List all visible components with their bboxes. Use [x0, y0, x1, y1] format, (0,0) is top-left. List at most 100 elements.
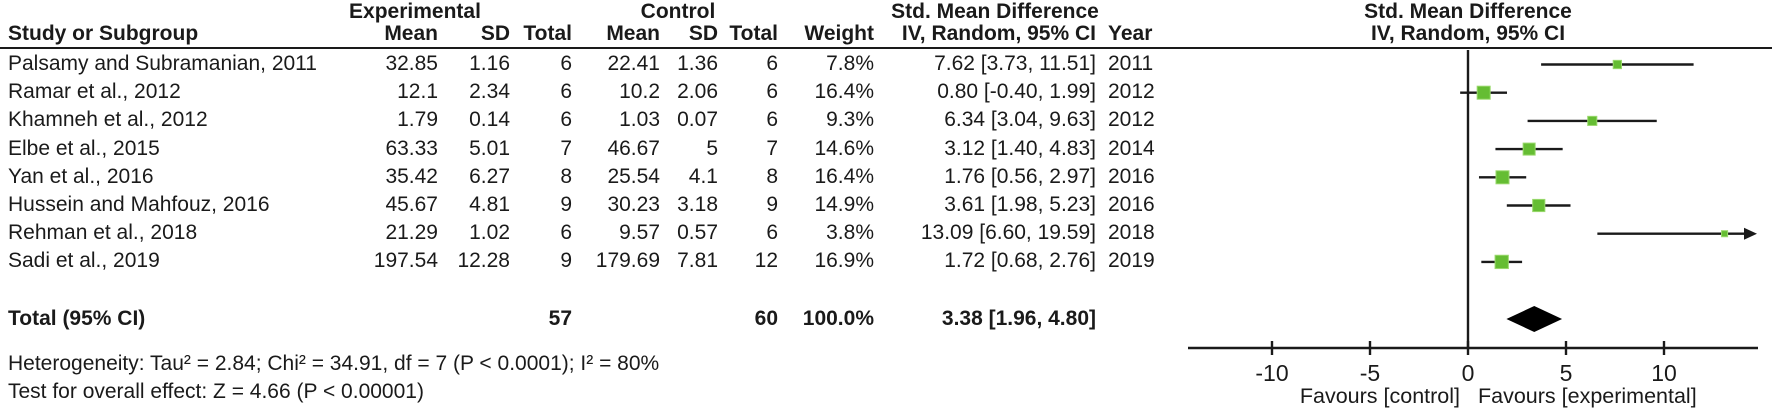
ci-arrow — [1744, 227, 1757, 240]
cell-year: 2019 — [1108, 249, 1155, 273]
cell-ci: 6.34 [3.04, 9.63] — [944, 108, 1096, 132]
cell-study: Palsamy and Subramanian, 2011 — [8, 52, 317, 75]
table-body: Palsamy and Subramanian, 2011 32.85 1.16 6 2… — [0, 50, 1158, 276]
cell-e_total: 8 — [560, 164, 572, 188]
cell-year: 2016 — [1108, 164, 1155, 188]
weight-square — [1612, 59, 1622, 70]
weight-square — [1522, 142, 1536, 156]
cell-e_sd: 1.02 — [469, 221, 510, 245]
cell-c_total: 6 — [766, 52, 778, 75]
axis-tick-label: -5 — [1360, 360, 1380, 386]
cell-e_mean: 32.85 — [385, 52, 438, 75]
weight-square — [1532, 198, 1546, 213]
control-group-header: Control — [640, 0, 716, 23]
heterogeneity-text: Heterogeneity: Tau² = 2.84; Chi² = 34.91… — [8, 352, 660, 375]
cell-ci: 7.62 [3.73, 11.51] — [934, 52, 1096, 75]
cell-e_total: 6 — [560, 221, 572, 245]
cell-c_sd: 3.18 — [677, 192, 718, 216]
cell-e_sd: 2.34 — [469, 80, 510, 104]
cell-c_sd: 5 — [706, 136, 718, 160]
col-ci: IV, Random, 95% CI — [901, 22, 1096, 45]
favours-experimental-label: Favours [experimental] — [1478, 384, 1697, 408]
cell-e_total: 9 — [560, 249, 572, 273]
cell-c_mean: 9.57 — [619, 221, 660, 245]
weight-square — [1476, 85, 1491, 100]
col-weight: Weight — [804, 22, 874, 45]
cell-study: Ramar et al., 2012 — [8, 80, 181, 104]
cell-c_sd: 4.1 — [688, 164, 718, 188]
cell-year: 2014 — [1108, 136, 1155, 160]
cell-study: Khamneh et al., 2012 — [8, 108, 208, 132]
cell-ci: 3.61 [1.98, 5.23] — [944, 192, 1096, 216]
axis-tick-label: -10 — [1255, 360, 1288, 386]
cell-c_mean: 179.69 — [595, 249, 660, 273]
weight-square — [1495, 170, 1510, 185]
cell-year: 2012 — [1108, 80, 1155, 104]
cell-year: 2018 — [1108, 221, 1155, 245]
smd-table-header: Std. Mean Difference — [891, 0, 1099, 23]
overall-effect-text: Test for overall effect: Z = 4.66 (P < 0… — [8, 380, 424, 403]
cell-c_sd: 1.36 — [677, 52, 718, 75]
table-row: Rehman et al., 2018 21.29 1.02 6 9.57 0.57 6 3.… — [0, 219, 1158, 247]
table-row: Hussein and Mahfouz, 2016 45.67 4.81 9 30.23… — [0, 191, 1158, 219]
smd-plot-header: Std. Mean Difference — [1364, 0, 1572, 23]
cell-c_sd: 0.07 — [677, 108, 718, 132]
experimental-group-header: Experimental — [349, 0, 481, 23]
col-year: Year — [1108, 22, 1153, 45]
col-ctl-total: Total — [729, 22, 778, 45]
cell-c_mean: 22.41 — [607, 52, 660, 75]
cell-e_mean: 12.1 — [397, 80, 438, 104]
cell-ci: 1.76 [0.56, 2.97] — [944, 164, 1096, 188]
cell-e_sd: 6.27 — [469, 164, 510, 188]
cell-e_sd: 12.28 — [457, 249, 510, 273]
cell-c_mean: 30.23 — [607, 192, 660, 216]
column-header-row: Study or Subgroup Mean SD Total Mean SD … — [0, 21, 1158, 47]
cell-e_mean: 63.33 — [385, 136, 438, 160]
cell-year: 2011 — [1108, 52, 1154, 75]
cell-ci: 13.09 [6.60, 19.59] — [920, 221, 1096, 245]
cell-c_sd: 0.57 — [677, 221, 718, 245]
cell-e_total: 9 — [560, 192, 572, 216]
col-ctl-sd: SD — [688, 22, 718, 45]
cell-weight: 16.9% — [814, 249, 874, 273]
cell-ci: 3.12 [1.40, 4.83] — [944, 136, 1096, 160]
cell-c_total: 8 — [766, 164, 778, 188]
table-row: Khamneh et al., 2012 1.79 0.14 6 1.03 0.07 6 9.… — [0, 106, 1158, 134]
col-study: Study or Subgroup — [8, 22, 199, 45]
cell-c_total: 9 — [766, 192, 778, 216]
table-row: Ramar et al., 2012 12.1 2.34 6 10.2 2.06 6 16.4… — [0, 78, 1158, 106]
cell-study: Elbe et al., 2015 — [8, 136, 160, 160]
cell-weight: 16.4% — [814, 164, 874, 188]
cell-e_total: 6 — [560, 52, 572, 75]
cell-c_sd: 2.06 — [677, 80, 718, 104]
axis-tick-label: 10 — [1651, 360, 1677, 386]
cell-e_sd: 1.16 — [469, 52, 510, 75]
cell-ci: 1.72 [0.68, 2.76] — [944, 249, 1096, 273]
table-row: Elbe et al., 2015 63.33 5.01 7 46.67 5 7 14.6% 3… — [0, 135, 1158, 163]
cell-weight: 14.6% — [814, 136, 874, 160]
cell-c_mean: 10.2 — [619, 80, 660, 104]
cell-study: Yan et al., 2016 — [8, 164, 154, 188]
total-exp-n: 57 — [548, 307, 572, 330]
cell-e_total: 7 — [560, 136, 572, 160]
total-label: Total (95% CI) — [8, 307, 146, 330]
cell-weight: 14.9% — [814, 192, 874, 216]
total-ci: 3.38 [1.96, 4.80] — [941, 307, 1096, 330]
cell-e_mean: 1.79 — [397, 108, 438, 132]
cell-e_sd: 4.81 — [469, 192, 510, 216]
table-row: Palsamy and Subramanian, 2011 32.85 1.16 6 2… — [0, 50, 1158, 78]
col-exp-sd: SD — [480, 22, 510, 45]
cell-c_mean: 25.54 — [607, 164, 660, 188]
total-weight: 100.0% — [802, 307, 874, 330]
cell-e_mean: 35.42 — [385, 164, 438, 188]
weight-square — [1721, 230, 1729, 238]
cell-e_sd: 0.14 — [469, 108, 510, 132]
cell-e_mean: 45.67 — [385, 192, 438, 216]
table-row: Yan et al., 2016 35.42 6.27 8 25.54 4.1 8 16.4%… — [0, 163, 1158, 191]
weight-square — [1494, 254, 1509, 270]
cell-weight: 3.8% — [826, 221, 874, 245]
axis-tick-label: 5 — [1560, 360, 1573, 386]
cell-c_total: 6 — [766, 108, 778, 132]
cell-year: 2012 — [1108, 108, 1155, 132]
